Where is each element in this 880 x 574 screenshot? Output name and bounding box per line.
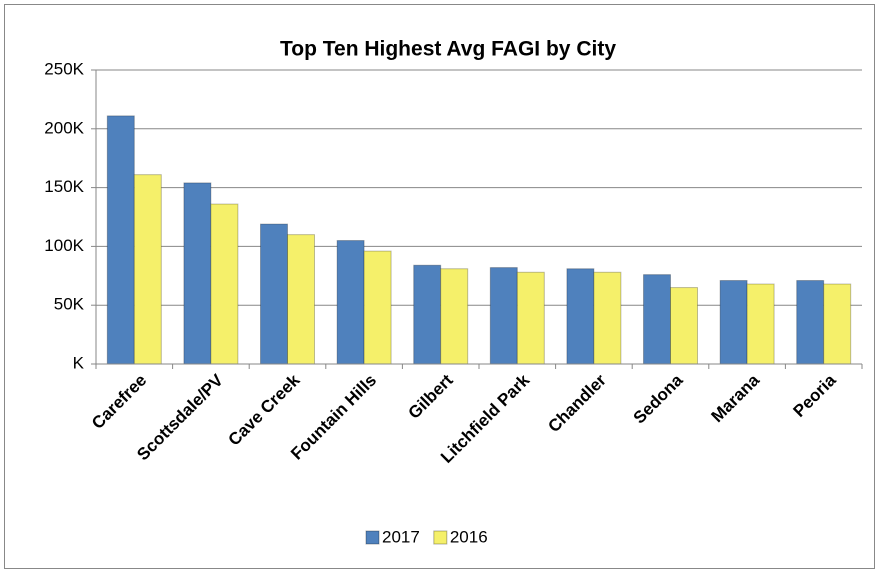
bar — [336, 240, 365, 365]
bar — [133, 174, 162, 365]
legend-swatch — [365, 530, 380, 545]
y-tick-label: 250K — [44, 59, 84, 78]
chart-title: Top Ten Highest Avg FAGI by City — [280, 38, 616, 61]
bar — [746, 283, 775, 365]
y-tick-label: 100K — [44, 236, 84, 255]
legend-swatch — [433, 530, 448, 545]
bar — [670, 287, 698, 365]
bar — [719, 280, 748, 365]
bar — [260, 223, 288, 365]
y-tick-label: 200K — [44, 118, 84, 137]
bar — [823, 283, 852, 365]
y-tick-label: 50K — [54, 295, 85, 314]
y-tick-label: 150K — [44, 177, 84, 196]
bar — [593, 271, 622, 365]
legend-label: 2017 — [382, 527, 420, 546]
bar — [566, 268, 595, 365]
legend-label: 2016 — [450, 527, 488, 546]
bar — [106, 115, 135, 365]
bar — [643, 274, 671, 365]
bar — [363, 250, 392, 365]
bar — [183, 182, 212, 365]
y-tick-label: K — [73, 353, 85, 372]
bar — [516, 271, 545, 365]
bar — [210, 203, 239, 365]
bar — [489, 267, 518, 365]
bar — [796, 280, 825, 365]
bar — [440, 268, 469, 365]
bar — [287, 234, 315, 365]
bar — [413, 264, 442, 365]
